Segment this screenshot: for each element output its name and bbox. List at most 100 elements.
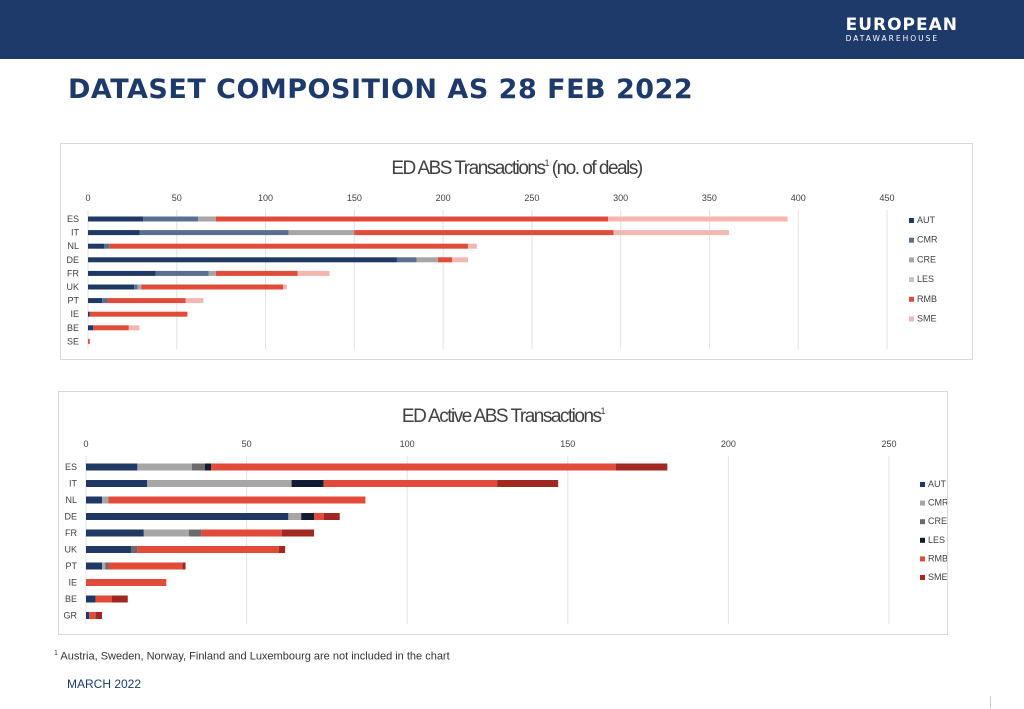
bar-segment-aut-it (86, 480, 148, 487)
x-tick-label: 450 (879, 193, 894, 203)
bar-segment-aut-nl (86, 496, 103, 504)
bar-segment-rmb-de (437, 257, 452, 263)
category-label: ES (67, 214, 79, 224)
chart-panel-abs-transactions: ED ABS Transactions1 (no. of deals) 0 50 10… (60, 143, 973, 360)
x-tick-label: 200 (721, 439, 736, 449)
bar-segment-rmb-se (88, 338, 90, 344)
legend-label: SME (917, 314, 937, 324)
legend-swatch (920, 500, 925, 506)
x-tick-label: 400 (791, 193, 806, 203)
legend-swatch (920, 519, 925, 525)
bar-segment-sme-be (111, 595, 128, 603)
legend-swatch (909, 218, 914, 223)
bar-segment-cre-it (288, 230, 355, 236)
chart-panel-active-abs-transactions: ED Active ABS Transactions1 0 50 100 150 200 2… (58, 391, 948, 635)
x-tick-label: 250 (881, 439, 896, 449)
bar-segment-rmb-uk (137, 546, 279, 553)
bar-segment-cre-uk (137, 284, 142, 290)
logo-main-text: EUROPEAN (845, 15, 958, 35)
bar-segment-rmb-ie (86, 579, 167, 586)
bar-segment-aut-nl (88, 243, 104, 249)
legend-swatch (909, 296, 914, 302)
bar-segment-cmr-es (143, 216, 199, 222)
top-banner: EUROPEAN DATAWAREHOUSE (0, 0, 1024, 59)
bar-segment-aut-de (88, 257, 397, 263)
bar-segment-rmb-pt (107, 298, 186, 304)
bar-segment-rmb-uk (141, 284, 284, 290)
footnote-marker: 1 (54, 650, 58, 657)
footnote: 1 Austria, Sweden, Norway, Finland and L… (54, 650, 450, 663)
legend-label: CMR (928, 498, 947, 508)
x-tick-label: 250 (524, 193, 539, 203)
category-label: NL (67, 241, 79, 251)
bar-segment-aut-fr (88, 270, 156, 276)
bar-segment-sme-es (608, 216, 788, 222)
bar-segment-aut-pt (88, 298, 103, 304)
bar-segment-sme-nl (467, 243, 477, 249)
legend-label: RMB (928, 553, 947, 563)
legend-label: LES (917, 274, 934, 284)
category-label: PT (65, 561, 77, 571)
category-label: IE (70, 309, 79, 319)
category-label: DE (64, 512, 77, 522)
report-date: MARCH 2022 (67, 677, 142, 691)
bar-segment-cmr-es (137, 463, 192, 471)
chart-title: ED ABS Transactions1 (no. of deals) (391, 158, 643, 179)
bar-segment-aut-it (88, 230, 140, 236)
x-tick-label: 350 (702, 193, 717, 203)
bar-segment-cre-fr (208, 270, 216, 276)
bar-segment-sme-be (128, 325, 140, 331)
x-tick-label: 150 (347, 193, 362, 203)
bar-segment-aut-pt (86, 562, 103, 570)
bar-segment-cmr-fr (155, 270, 209, 276)
logo-sub-text: DATAWAREHOUSE (845, 34, 940, 43)
x-tick-label: 50 (172, 193, 182, 203)
bar-segment-aut-es (88, 216, 144, 222)
legend-label: CMR (917, 235, 938, 245)
legend-swatch (920, 537, 925, 543)
bar-segment-rmb-fr (215, 270, 298, 276)
page-title: DATASET COMPOSITION AS 28 FEB 2022 (68, 74, 694, 105)
bar-segment-cre-es (198, 216, 216, 222)
bar-segment-cmr-de (396, 257, 417, 263)
company-logo: EUROPEAN DATAWAREHOUSE (846, 16, 958, 44)
bar-segment-les-it (291, 480, 324, 487)
bar-segment-rmb-de (314, 513, 324, 520)
legend-swatch (909, 257, 914, 263)
bar-segment-sme-de (323, 513, 340, 520)
bar-segment-aut-uk (88, 284, 135, 290)
legend-label: CRE (917, 254, 936, 264)
category-label: IT (71, 228, 80, 238)
bar-segment-rmb-es (215, 216, 609, 222)
bar-segment-cmr-pt (102, 562, 106, 570)
legend-swatch (920, 556, 925, 562)
bar-segment-aut-be (86, 595, 96, 603)
legend-swatch (909, 237, 914, 243)
category-label: BE (67, 323, 79, 333)
x-tick-label: 300 (613, 193, 628, 203)
page-divider (990, 696, 991, 708)
legend-swatch (909, 316, 914, 322)
bar-segment-aut-es (86, 463, 138, 471)
bar-segment-rmb-it (323, 480, 498, 487)
category-label: BE (65, 594, 77, 604)
bar-segment-rmb-be (93, 325, 129, 331)
bar-segment-rmb-be (95, 595, 112, 603)
bar-segment-aut-gr (86, 612, 90, 619)
x-tick-label: 150 (560, 439, 575, 449)
category-label: FR (65, 528, 77, 538)
bar-segment-cmr-it (139, 230, 289, 236)
bar-segment-cmr-pt (102, 298, 108, 304)
bar-segment-rmb-nl (109, 243, 468, 249)
category-label: IE (68, 578, 77, 588)
chart-svg: ED ABS Transactions1 (no. of deals) 0 50 10… (66, 158, 938, 349)
category-label: DE (66, 255, 79, 265)
bar-segment-sme-it (497, 480, 559, 487)
bar-segment-aut-de (86, 513, 289, 520)
bar-segment-cmr-nl (102, 496, 109, 504)
legend-swatch (920, 482, 925, 487)
legend-label: AUT (928, 479, 947, 489)
bar-segment-les-es (204, 463, 212, 471)
bar-segment-cmr-nl (103, 243, 110, 249)
bar-segment-cmr-fr (143, 529, 189, 537)
